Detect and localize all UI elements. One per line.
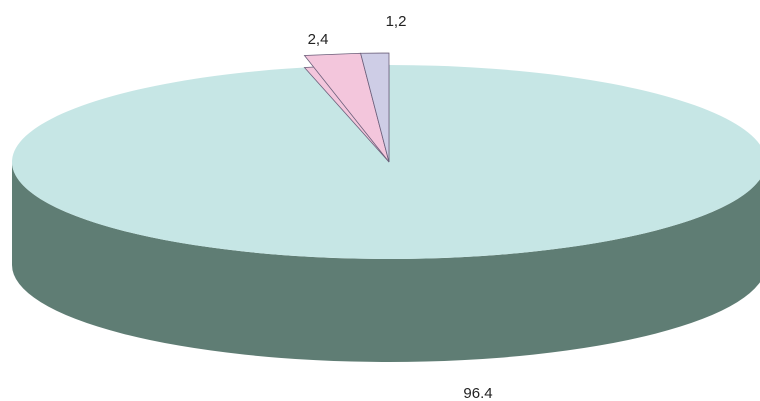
data-label-0: 96.4 [463, 385, 492, 401]
data-label-1: 2,4 [308, 31, 329, 48]
data-label-2: 1,2 [386, 13, 407, 30]
pie-tops [12, 52, 760, 259]
pie-slice-side-0 [12, 162, 760, 362]
pie-slice-top-0 [12, 65, 760, 259]
pie-sides [12, 162, 760, 362]
pie-data-labels: 96.4 2,4 1,2 [308, 13, 493, 401]
pie-slice-wedge-2 [360, 52, 390, 163]
